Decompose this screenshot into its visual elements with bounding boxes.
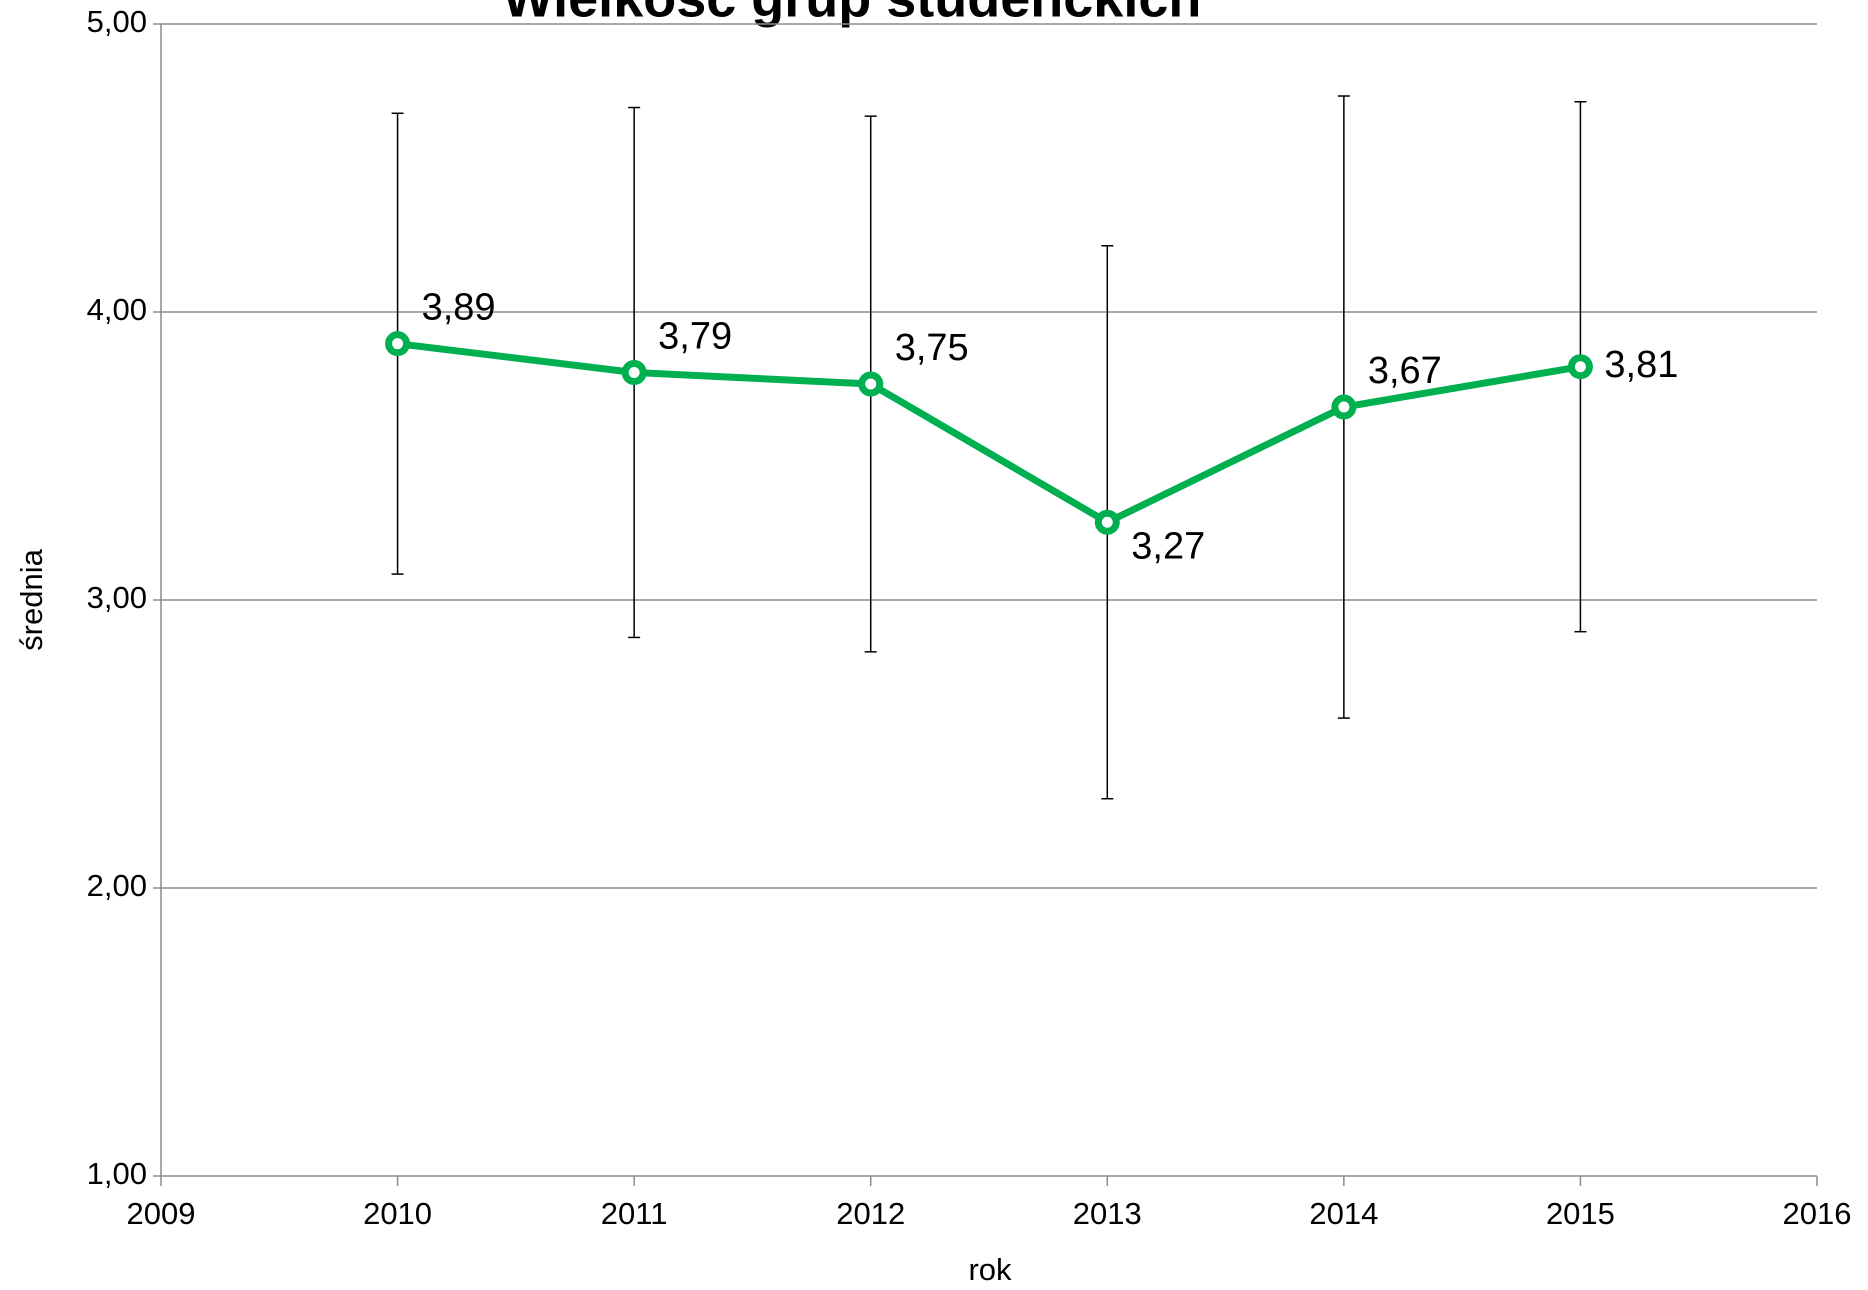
y-tick-label: 2,00 — [87, 868, 147, 903]
y-tick-label: 5,00 — [87, 4, 147, 39]
marker — [385, 331, 411, 357]
data-label: 3,89 — [422, 287, 496, 329]
x-tick-label: 2014 — [1309, 1196, 1378, 1231]
x-axis-label: rok — [968, 1252, 1012, 1287]
marker — [1331, 394, 1357, 420]
x-tick-label: 2013 — [1073, 1196, 1142, 1231]
data-label: 3,27 — [1131, 525, 1205, 567]
x-tick-label: 2016 — [1783, 1196, 1852, 1231]
y-tick-label: 4,00 — [87, 292, 147, 327]
y-tick-label: 1,00 — [87, 1156, 147, 1191]
data-label: 3,79 — [658, 316, 732, 358]
marker — [1094, 509, 1120, 535]
data-label: 3,67 — [1368, 350, 1442, 392]
y-tick-label: 3,00 — [87, 580, 147, 615]
x-tick-label: 2011 — [601, 1196, 668, 1231]
x-tick-label: 2010 — [363, 1196, 432, 1231]
data-label: 3,81 — [1604, 344, 1678, 386]
line — [397, 340, 1582, 526]
x-tick-label: 2015 — [1546, 1196, 1615, 1231]
x-tick-label: 2012 — [836, 1196, 905, 1231]
y-axis-label: średnia — [14, 548, 49, 650]
marker — [621, 359, 647, 385]
marker — [858, 371, 884, 397]
data-label: 3,75 — [895, 327, 969, 369]
x-tick-label: 2009 — [127, 1196, 196, 1231]
marker — [1567, 354, 1593, 380]
